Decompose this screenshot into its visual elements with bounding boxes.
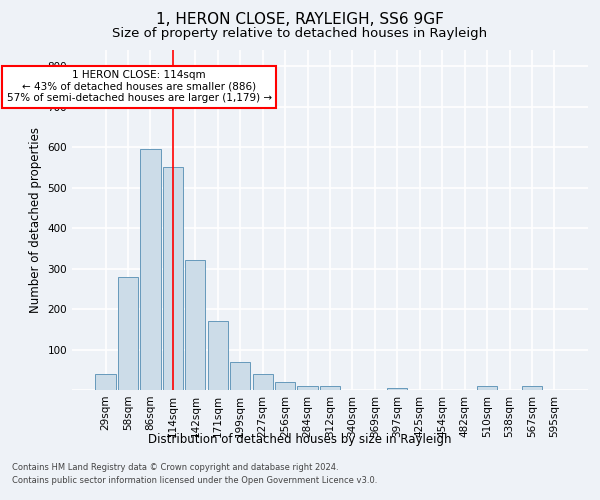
Bar	[208, 321, 228, 390]
Text: Distribution of detached houses by size in Rayleigh: Distribution of detached houses by size …	[148, 432, 452, 446]
Text: Contains public sector information licensed under the Open Government Licence v3: Contains public sector information licen…	[12, 476, 377, 485]
Bar	[95, 374, 116, 390]
Bar	[163, 168, 183, 390]
Bar	[118, 276, 138, 390]
Bar	[477, 386, 497, 390]
Bar	[230, 362, 250, 390]
Text: 1 HERON CLOSE: 114sqm
← 43% of detached houses are smaller (886)
57% of semi-det: 1 HERON CLOSE: 114sqm ← 43% of detached …	[7, 70, 272, 103]
Text: 1, HERON CLOSE, RAYLEIGH, SS6 9GF: 1, HERON CLOSE, RAYLEIGH, SS6 9GF	[156, 12, 444, 28]
Text: Size of property relative to detached houses in Rayleigh: Size of property relative to detached ho…	[112, 28, 488, 40]
Bar	[387, 388, 407, 390]
Bar	[522, 386, 542, 390]
Text: Contains HM Land Registry data © Crown copyright and database right 2024.: Contains HM Land Registry data © Crown c…	[12, 464, 338, 472]
Bar	[140, 149, 161, 390]
Bar	[275, 382, 295, 390]
Y-axis label: Number of detached properties: Number of detached properties	[29, 127, 42, 313]
Bar	[298, 386, 317, 390]
Bar	[185, 260, 205, 390]
Bar	[253, 374, 273, 390]
Bar	[320, 386, 340, 390]
